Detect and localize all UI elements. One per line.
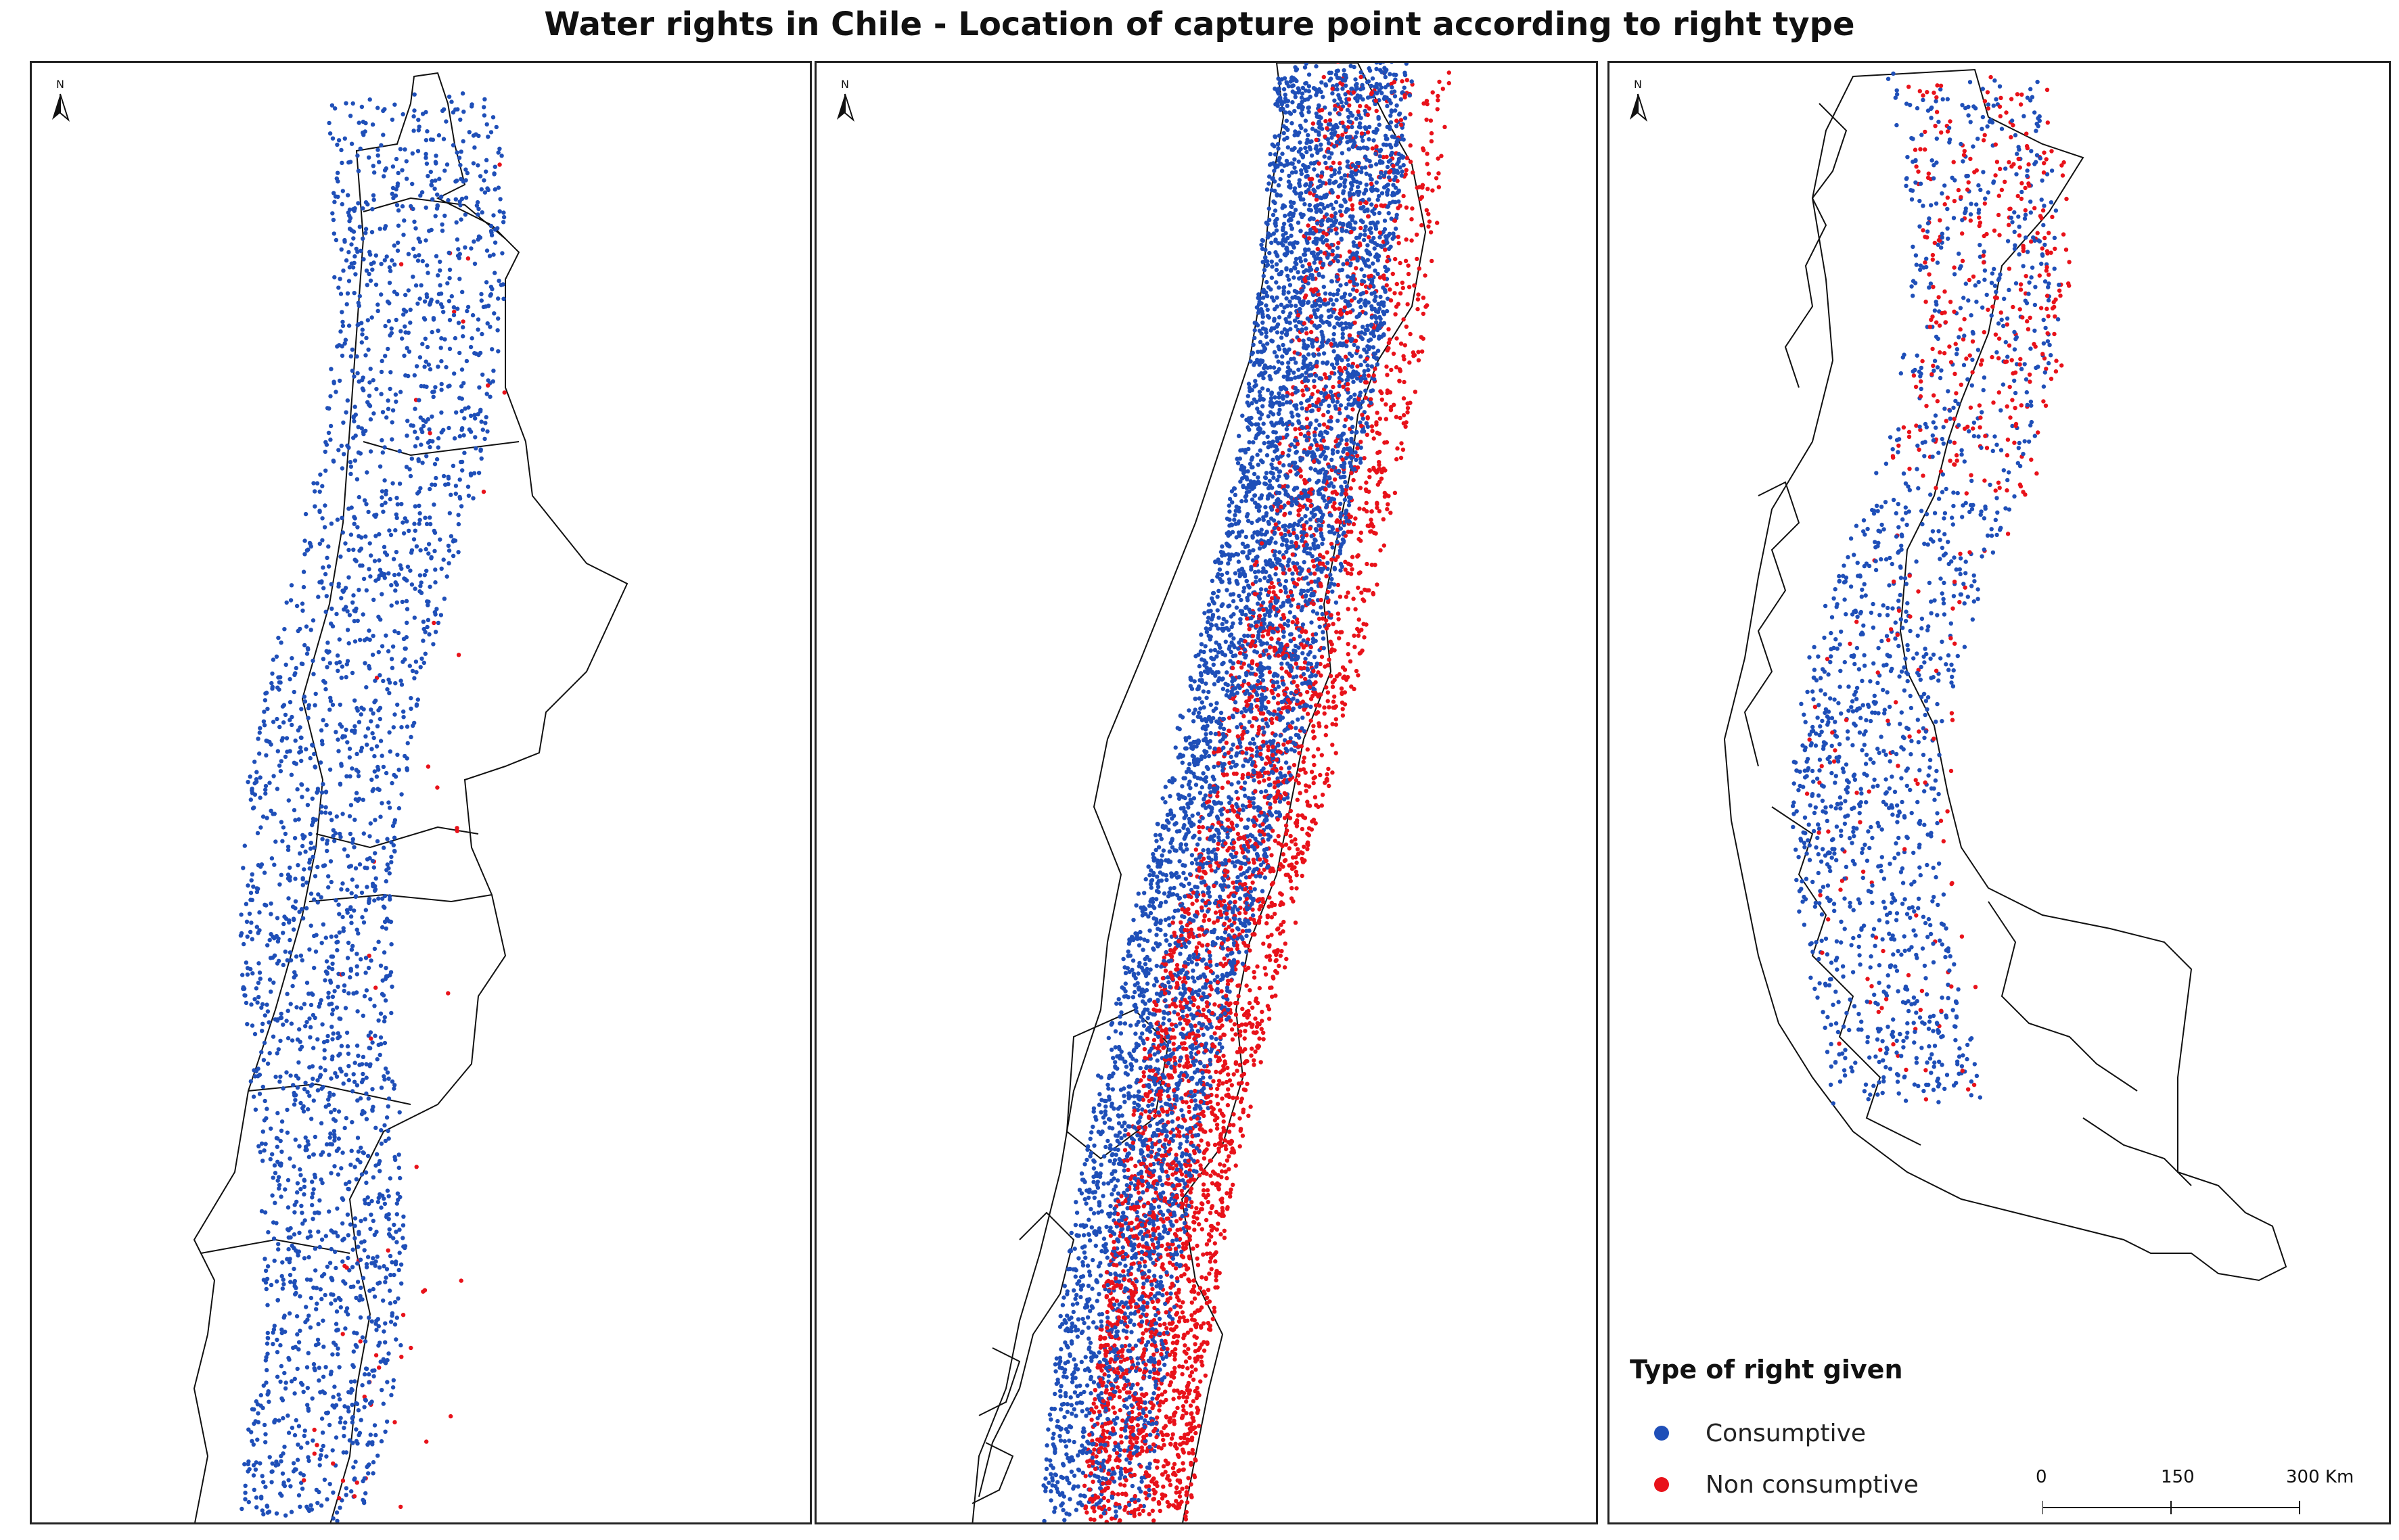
map-panel-south: N Type of right given Consumptive Non co… [1607, 61, 2391, 1524]
north-arrow-label: N [841, 78, 849, 91]
north-arrow-label: N [1634, 78, 1642, 91]
legend: Type of right given Consumptive Non cons… [1630, 1355, 2009, 1510]
scale-label-300: 300 Km [2286, 1467, 2354, 1487]
water-right-points-central [1041, 63, 1451, 1522]
scale-bar-line [2042, 1501, 2300, 1514]
region-map-south [1723, 68, 2287, 1282]
region-map-central [972, 63, 1451, 1522]
consumptive-marker-icon [1654, 1426, 1669, 1441]
north-arrow-icon [52, 93, 70, 122]
scale-label-150: 150 [2161, 1467, 2195, 1487]
scale-label-0: 0 [2036, 1467, 2047, 1487]
legend-item-non-consumptive: Non consumptive [1630, 1459, 2009, 1510]
non-consumptive-marker-icon [1654, 1477, 1669, 1492]
north-arrow: N [1624, 78, 1651, 132]
north-arrow: N [831, 78, 859, 132]
map-panel-north: N [30, 61, 812, 1524]
water-right-points-north [238, 91, 507, 1522]
map-panel-central: N [815, 61, 1598, 1524]
north-arrow-icon [837, 93, 854, 122]
water-right-points-south [1790, 71, 2072, 1106]
north-arrow: N [47, 78, 74, 132]
map-title: Water rights in Chile - Location of capt… [544, 5, 1855, 43]
legend-label-consumptive: Consumptive [1706, 1419, 1867, 1447]
legend-title: Type of right given [1630, 1355, 1903, 1384]
country-outline-south [1723, 68, 2287, 1282]
legend-label-non-consumptive: Non consumptive [1706, 1470, 1919, 1499]
region-map-north [193, 72, 629, 1522]
north-arrow-label: N [56, 78, 64, 91]
scale-bar: 0 150 300 Km [2036, 1467, 2381, 1521]
legend-item-consumptive: Consumptive [1630, 1407, 2009, 1459]
north-arrow-icon [1630, 93, 1647, 122]
